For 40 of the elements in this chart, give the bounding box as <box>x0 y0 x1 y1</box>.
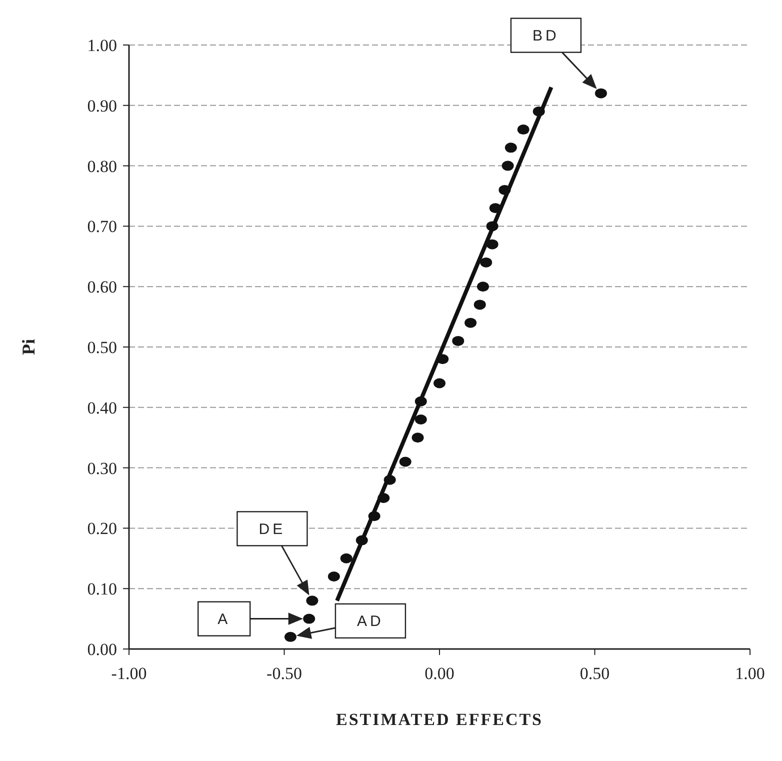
point <box>434 378 446 388</box>
point <box>306 596 318 606</box>
point <box>328 572 340 582</box>
point <box>504 142 517 153</box>
point <box>480 257 492 268</box>
point <box>476 282 489 292</box>
point <box>517 124 530 135</box>
x-tick-label: -0.50 <box>266 664 302 683</box>
point <box>284 632 296 642</box>
point <box>452 336 464 346</box>
point <box>414 414 427 424</box>
y-axis-title: Pi <box>18 339 38 355</box>
y-tick-label: 0.50 <box>87 338 117 357</box>
x-tick-label: 0.00 <box>424 664 454 683</box>
y-tick-label: 1.00 <box>87 36 117 55</box>
text: BD <box>532 28 560 45</box>
y-tick-label: 0.30 <box>87 458 117 478</box>
y-tick-label: 0.70 <box>87 217 117 236</box>
point <box>474 300 486 310</box>
point <box>340 553 352 564</box>
annotation: AD <box>357 613 384 630</box>
annotation: DE <box>258 520 286 538</box>
x-tick-label: 1.00 <box>735 664 765 683</box>
point <box>502 160 514 171</box>
x-axis-title: ESTIMATED EFFECTS <box>336 710 544 729</box>
y-tick-label: 0.60 <box>87 278 117 297</box>
y-tick-label: 0.80 <box>87 156 117 176</box>
point <box>594 88 607 98</box>
y-tick-label: 0.10 <box>87 580 117 599</box>
y-tick-label: 0.40 <box>87 398 117 418</box>
y-tick-label: 0.00 <box>87 640 117 659</box>
annotation: A <box>218 611 231 628</box>
x-tick-label: 0.50 <box>580 664 610 683</box>
y-tick-label: 0.90 <box>87 96 117 116</box>
y-tick-label: 0.20 <box>87 519 117 538</box>
point <box>399 456 412 467</box>
point <box>464 318 477 328</box>
x-tick-label: -1.00 <box>111 664 147 683</box>
point <box>412 432 424 443</box>
point <box>303 614 316 624</box>
